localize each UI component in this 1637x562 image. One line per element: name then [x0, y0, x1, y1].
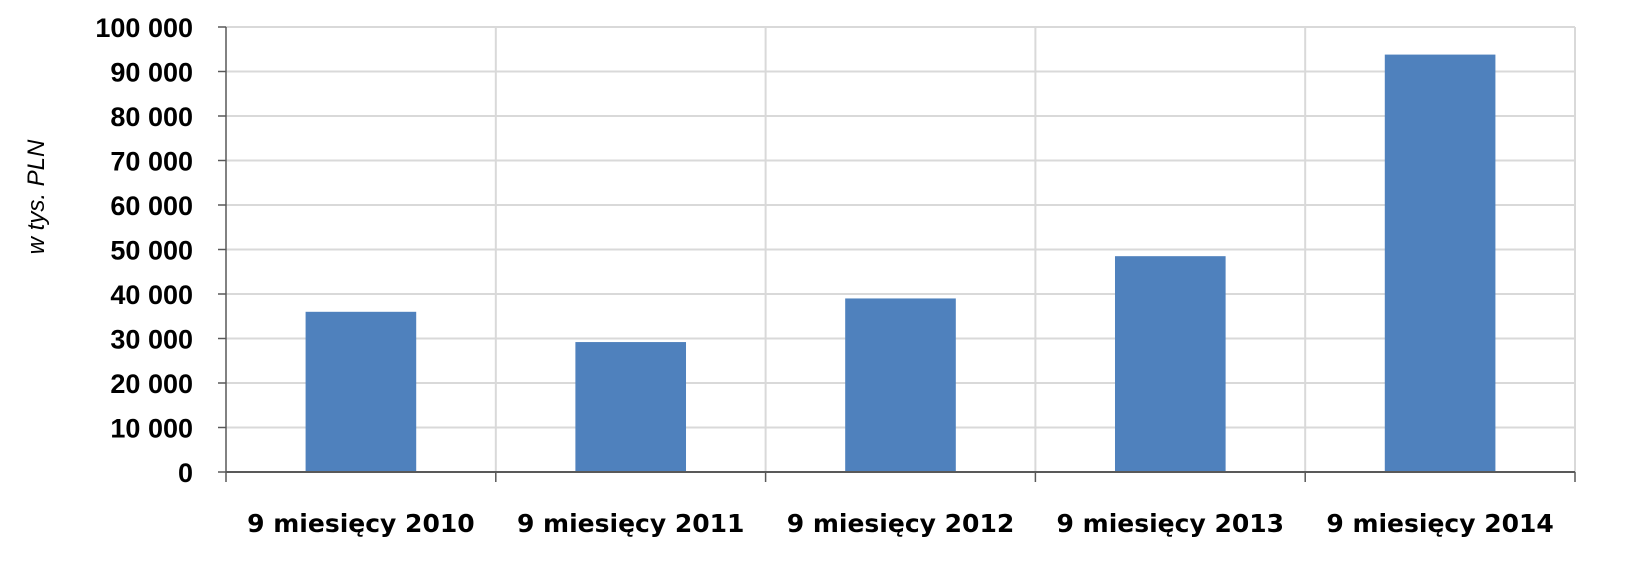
bar [305, 311, 417, 472]
bar [575, 342, 687, 472]
bar [845, 298, 956, 472]
x-tick-label: 9 miesięcy 2010 [247, 509, 474, 538]
y-tick-label: 10 000 [110, 414, 193, 444]
gridlines [226, 26, 1576, 472]
y-tick-label: 0 [178, 458, 193, 488]
x-tick-labels: 9 miesięcy 2010 9 miesięcy 2011 9 miesięcy… [247, 509, 1554, 538]
y-tick-label: 100 000 [95, 13, 193, 43]
axes [218, 26, 1576, 482]
x-tick-label: 9 miesięcy 2011 [517, 509, 744, 538]
y-axis-title: w tys. PLN [23, 139, 50, 254]
y-tick-label: 40 000 [110, 280, 193, 310]
bar [1384, 54, 1496, 473]
y-tick-labels: 0 10 000 20 000 30 000 40 000 50 000 60 000 70 … [95, 13, 193, 488]
y-tick-label: 30 000 [110, 325, 193, 355]
x-tick-label: 9 miesięcy 2013 [1057, 509, 1284, 538]
y-tick-label: 20 000 [110, 369, 193, 399]
y-tick-label: 90 000 [110, 58, 193, 88]
x-tick-label: 9 miesięcy 2012 [787, 509, 1014, 538]
bar [1114, 256, 1226, 472]
bars [305, 54, 1496, 473]
y-tick-label: 80 000 [110, 102, 193, 132]
x-tick-label: 9 miesięcy 2014 [1326, 509, 1553, 538]
y-tick-label: 60 000 [110, 191, 193, 221]
y-tick-label: 50 000 [110, 236, 193, 266]
y-tick-label: 70 000 [110, 147, 193, 177]
